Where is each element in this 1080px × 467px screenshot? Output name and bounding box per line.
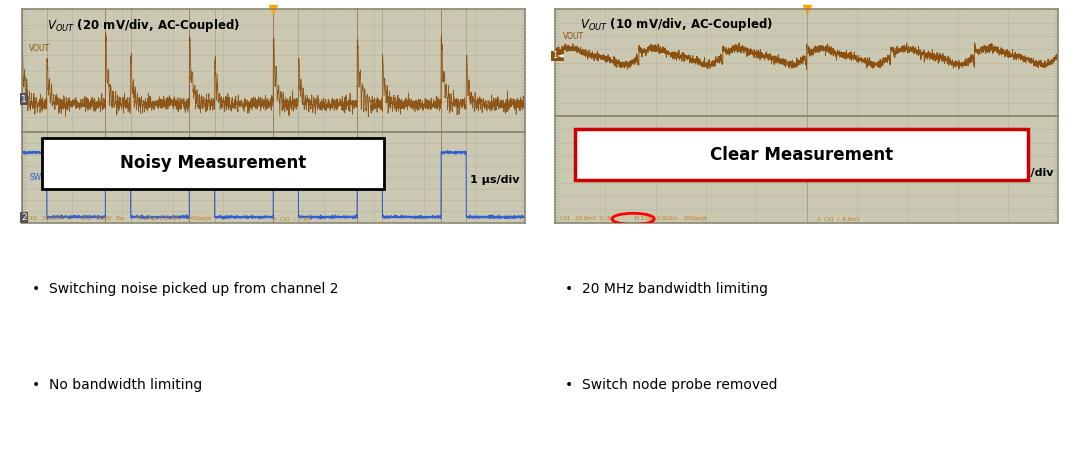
Text: SW (10 V/div): SW (10 V/div) bbox=[46, 138, 137, 151]
Text: 2: 2 bbox=[22, 213, 27, 222]
Text: VOUT: VOUT bbox=[29, 44, 51, 53]
Text: •  Switching noise picked up from channel 2: • Switching noise picked up from channel… bbox=[31, 283, 338, 297]
FancyBboxPatch shape bbox=[42, 138, 384, 189]
Text: 1◄: 1◄ bbox=[552, 51, 564, 61]
Text: •  No bandwidth limiting: • No bandwidth limiting bbox=[31, 378, 202, 392]
Text: •  Switch node probe removed: • Switch node probe removed bbox=[565, 378, 778, 392]
Text: 1 μs/div: 1 μs/div bbox=[1004, 168, 1053, 178]
Text: A  Ch2  /  7.8V: A Ch2 / 7.8V bbox=[273, 216, 311, 221]
Text: A  Ch1  /  8.0mV: A Ch1 / 8.0mV bbox=[816, 216, 860, 221]
Text: $V_{OUT}$ (10 mV/div, AC-Coupled): $V_{OUT}$ (10 mV/div, AC-Coupled) bbox=[580, 16, 773, 33]
Text: •  20 MHz bandwidth limiting: • 20 MHz bandwidth limiting bbox=[565, 283, 768, 297]
FancyBboxPatch shape bbox=[576, 129, 1028, 180]
Text: 1: 1 bbox=[22, 94, 27, 104]
Text: Ch1   20.0mV  %      Ch2   10.0V   Bw        M 1.0μs 2.5GS/s     400ps/pt: Ch1 20.0mV % Ch2 10.0V Bw M 1.0μs 2.5GS/… bbox=[27, 216, 211, 221]
Text: Clear Measurement: Clear Measurement bbox=[711, 146, 893, 163]
Text: SW: SW bbox=[29, 173, 41, 182]
Text: $V_{OUT}$ (20 mV/div, AC-Coupled): $V_{OUT}$ (20 mV/div, AC-Coupled) bbox=[46, 17, 240, 34]
Text: Noisy Measurement: Noisy Measurement bbox=[120, 154, 306, 172]
Text: 1 μs/div: 1 μs/div bbox=[471, 175, 519, 185]
Text: VOUT: VOUT bbox=[563, 32, 584, 41]
Text: Ch1   10.0mV  %  Bw            M 1.0μs 5.0GS/s    200ps/pt: Ch1 10.0mV % Bw M 1.0μs 5.0GS/s 200ps/pt bbox=[561, 216, 707, 221]
